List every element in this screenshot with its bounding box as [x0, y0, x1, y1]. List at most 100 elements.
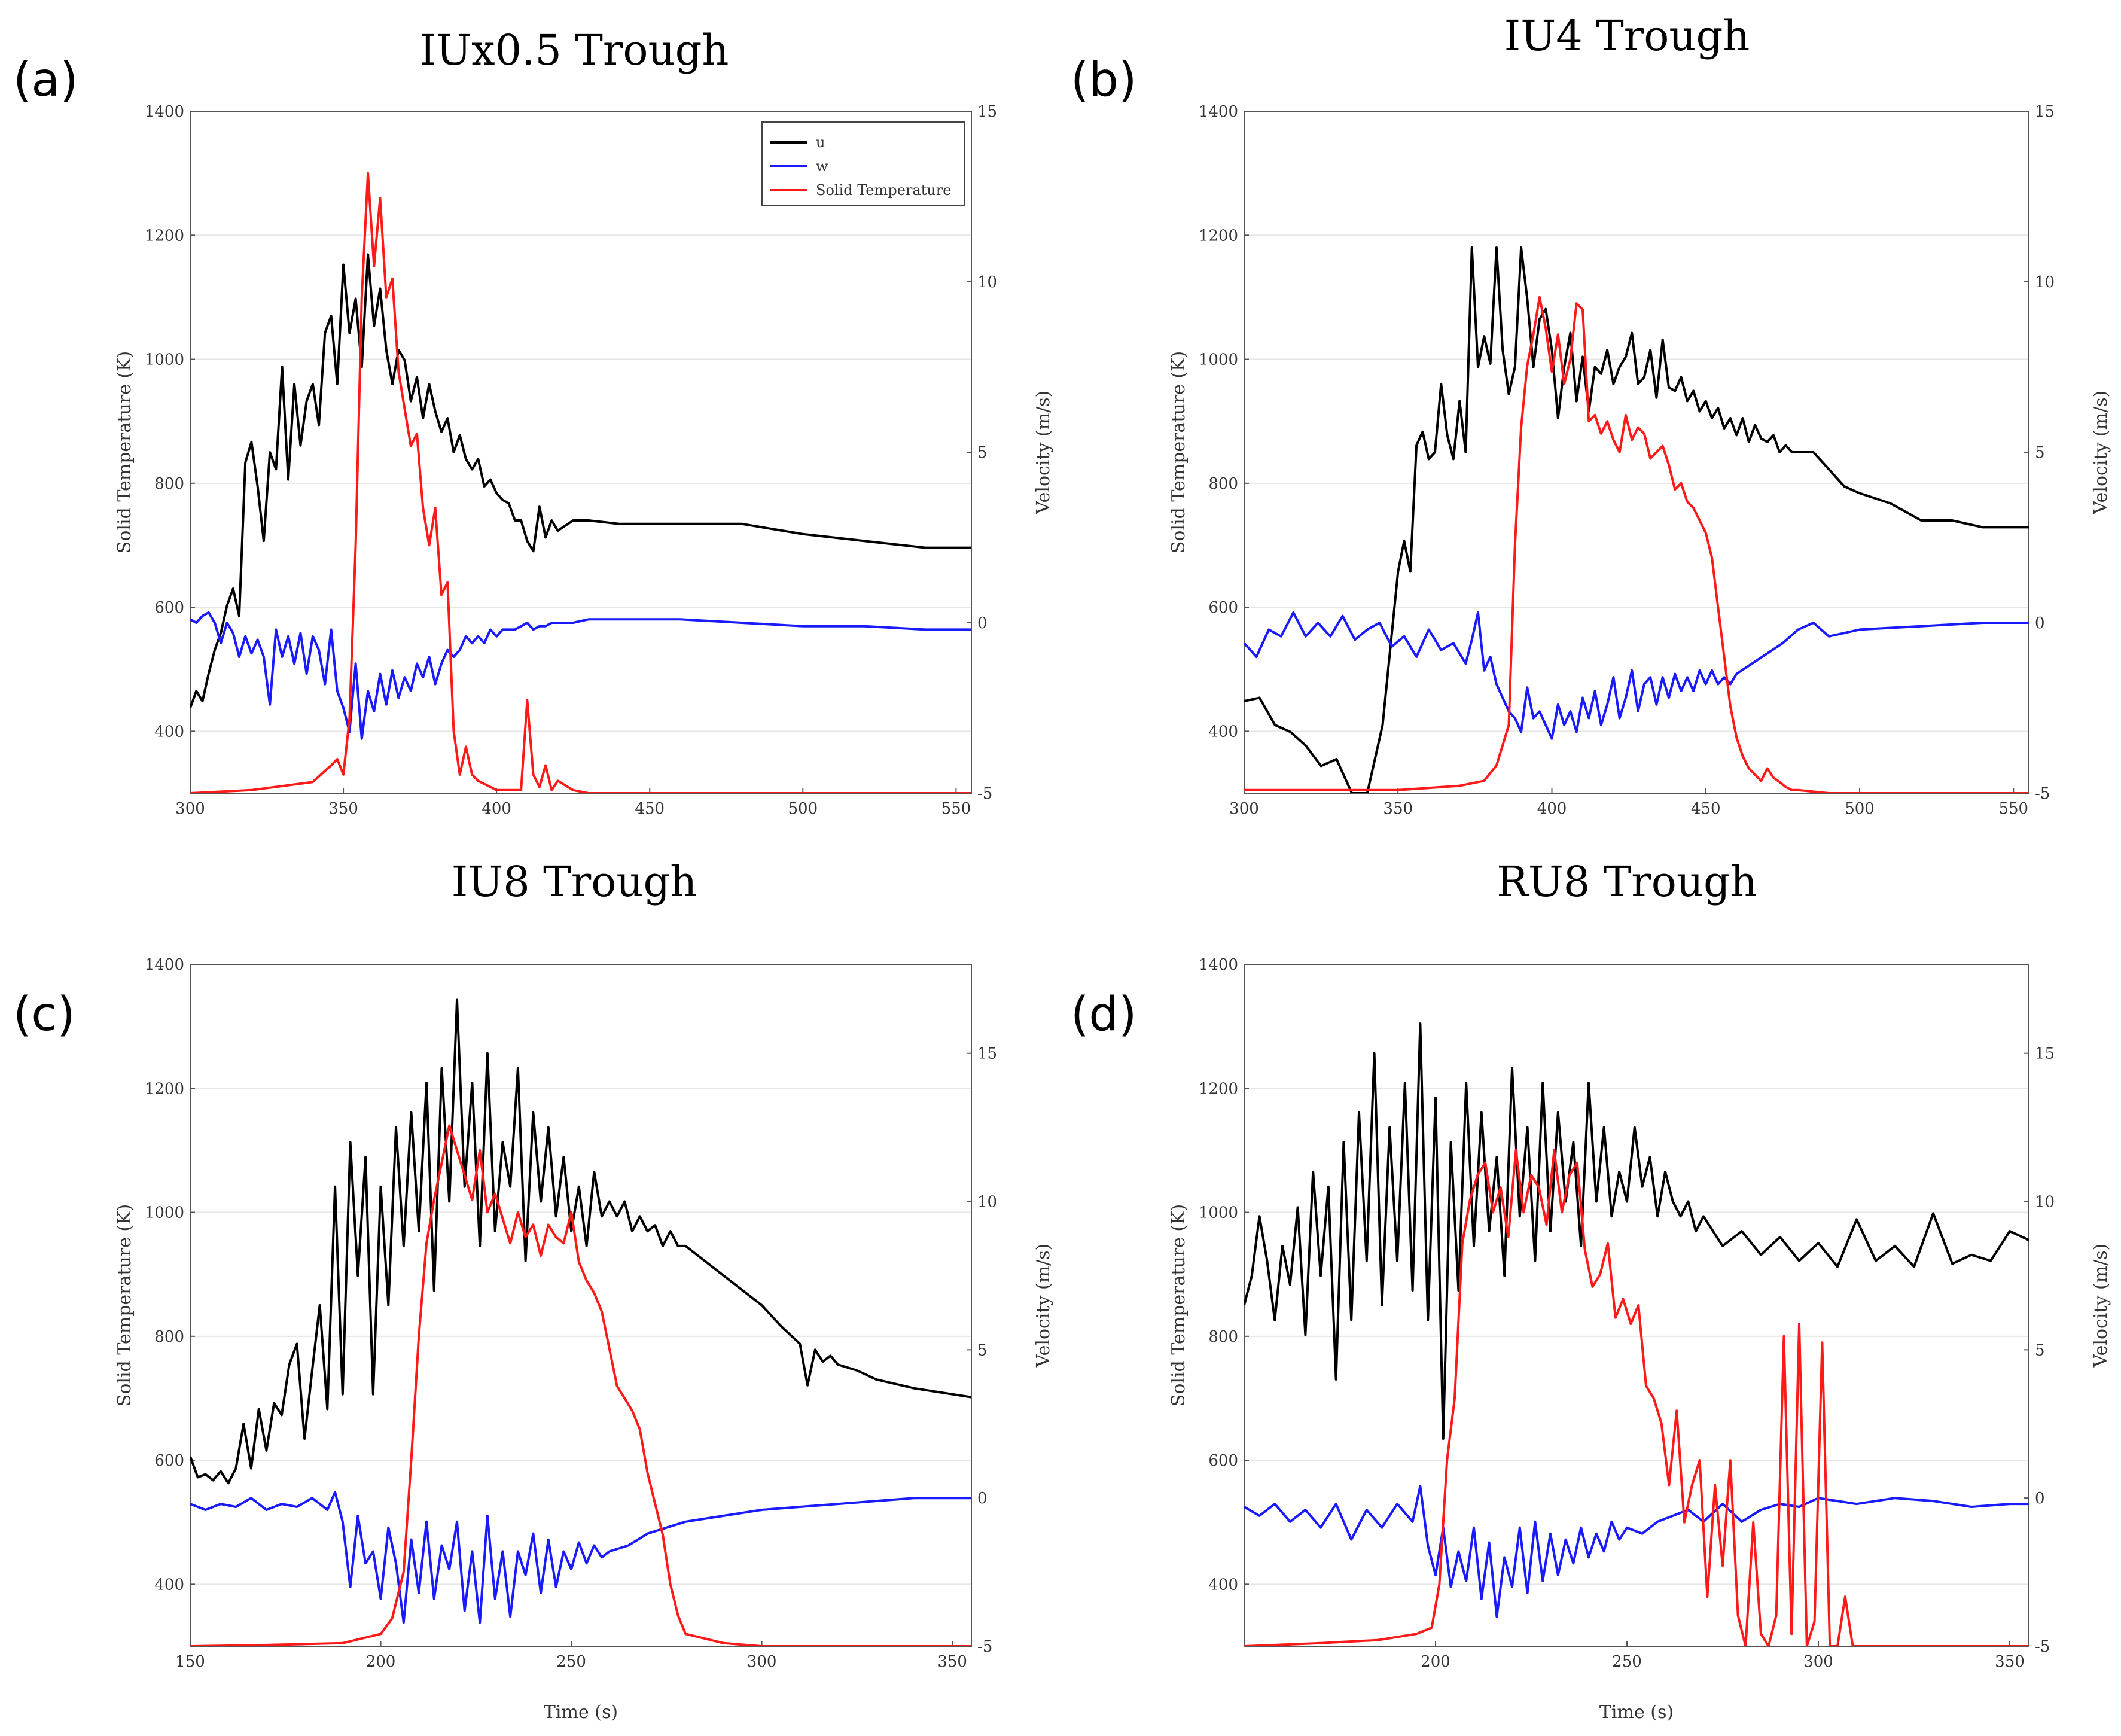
series-line-u — [190, 998, 971, 1485]
series-group — [1244, 246, 2029, 793]
y-right-axis-label: Velocity (m/s) — [1033, 391, 1054, 515]
x-tick-label: 200 — [1421, 1653, 1450, 1671]
series-group — [190, 998, 971, 1646]
y-left-tick-label: 400 — [154, 723, 184, 741]
x-tick-label: 500 — [1845, 800, 1875, 818]
series-line-w — [190, 1491, 971, 1624]
y-left-tick-label: 600 — [154, 1452, 184, 1470]
x-tick-label: 300 — [1229, 800, 1259, 818]
y-left-tick-label: 1400 — [1199, 956, 1238, 974]
chart-title: IU8 Trough — [452, 857, 697, 906]
x-tick-label: 200 — [366, 1653, 396, 1671]
y-right-tick-label: 15 — [977, 103, 997, 121]
x-tick-label: 400 — [482, 800, 511, 818]
plot-frame — [190, 964, 972, 1647]
plot-frame — [190, 111, 972, 794]
y-left-tick-label: 800 — [1208, 1328, 1238, 1346]
y-left-tick-label: 800 — [154, 1328, 184, 1346]
y-left-axis-label: Solid Temperature (K) — [1168, 1204, 1189, 1406]
panel-a: 400 600 800 1000 1200 1400 -5 0 5 10 15 300 350 400 45… — [13, 26, 1054, 818]
y-left-tick-label: 1200 — [1199, 227, 1238, 245]
legend-entry: u — [816, 134, 825, 151]
panel-d: 400 600 800 1000 1200 1400 -5 0 5 10 15 200 250 300 35… — [1071, 857, 2111, 1723]
y-left-tick-label: 1400 — [1199, 103, 1238, 121]
y-left-tick-label: 400 — [1208, 1576, 1238, 1594]
x-axis-label: Time (s) — [544, 1702, 618, 1723]
y-right-axis-label: Velocity (m/s) — [1033, 1244, 1054, 1368]
chart-title: RU8 Trough — [1497, 857, 1757, 906]
x-tick-label: 350 — [937, 1653, 967, 1671]
series-line-solid-temperature — [1244, 296, 2029, 793]
y-left-tick-label: 600 — [154, 599, 184, 617]
legend-entry: Solid Temperature — [816, 182, 951, 199]
y-right-tick-label: 15 — [977, 1045, 997, 1063]
panel-b: 400 600 800 1000 1200 1400 -5 0 5 10 15 300 350 400 45… — [1071, 11, 2111, 818]
x-tick-label: 550 — [1998, 800, 2028, 818]
y-left-tick-label: 1000 — [145, 1204, 184, 1222]
x-axis-label: Time (s) — [1599, 1702, 1674, 1723]
series-line-u — [190, 253, 971, 709]
y-left-tick-label: 1400 — [145, 103, 184, 121]
x-tick-label: 350 — [1995, 1653, 2025, 1671]
x-tick-label: 400 — [1537, 800, 1567, 818]
y-right-tick-label: -5 — [2035, 1638, 2050, 1656]
legend-entry: w — [816, 158, 828, 175]
x-tick-label: 300 — [175, 800, 205, 818]
y-right-tick-label: 5 — [977, 444, 988, 462]
y-right-tick-label: 10 — [2035, 273, 2055, 291]
series-line-w — [1244, 1485, 2029, 1618]
x-tick-label: 450 — [635, 800, 665, 818]
y-right-tick-label: 10 — [2035, 1193, 2055, 1211]
series-line-solid-temperature — [190, 172, 971, 793]
series-line-solid-temperature — [190, 1124, 971, 1646]
chart-title: IUx0.5 Trough — [420, 26, 729, 75]
y-left-tick-label: 800 — [154, 475, 184, 493]
x-tick-label: 450 — [1691, 800, 1721, 818]
plot-frame — [1244, 964, 2029, 1647]
y-right-tick-label: 5 — [2035, 444, 2045, 462]
x-tick-label: 250 — [556, 1653, 586, 1671]
y-left-tick-label: 1200 — [1199, 1080, 1238, 1098]
x-tick-label: 250 — [1612, 1653, 1642, 1671]
y-right-tick-label: -5 — [977, 1638, 992, 1656]
plot-frame — [1244, 111, 2029, 794]
y-left-tick-label: 400 — [154, 1576, 184, 1594]
y-right-tick-label: -5 — [2035, 785, 2050, 803]
y-right-tick-label: 15 — [2035, 1045, 2055, 1063]
y-right-tick-label: 15 — [2035, 103, 2055, 121]
y-left-axis-label: Solid Temperature (K) — [114, 351, 135, 553]
y-right-axis-label: Velocity (m/s) — [2090, 391, 2111, 515]
y-right-tick-label: 0 — [977, 614, 988, 632]
y-left-axis-label: Solid Temperature (K) — [114, 1204, 135, 1406]
panel-label: (a) — [13, 53, 78, 107]
x-tick-label: 150 — [175, 1653, 205, 1671]
series-line-w — [1244, 611, 2029, 740]
y-left-tick-label: 1200 — [145, 1080, 184, 1098]
x-tick-label: 300 — [747, 1653, 777, 1671]
y-left-tick-label: 1000 — [1199, 1204, 1238, 1222]
y-right-tick-label: 5 — [2035, 1341, 2045, 1359]
y-right-tick-label: -5 — [977, 785, 992, 803]
series-line-solid-temperature — [1244, 1149, 2029, 1646]
panel-label: (c) — [13, 988, 75, 1041]
y-left-tick-label: 600 — [1208, 599, 1238, 617]
y-left-tick-label: 1200 — [145, 227, 184, 245]
y-right-tick-label: 0 — [2035, 614, 2045, 632]
chart-title: IU4 Trough — [1504, 11, 1750, 60]
y-right-tick-label: 10 — [977, 273, 997, 291]
series-line-u — [1244, 1022, 2029, 1440]
series-group — [1244, 1022, 2029, 1646]
y-left-tick-label: 1400 — [145, 956, 184, 974]
series-line-u — [1244, 246, 2029, 793]
y-left-axis-label: Solid Temperature (K) — [1168, 351, 1189, 553]
x-tick-label: 500 — [788, 800, 818, 818]
y-left-tick-label: 1000 — [145, 351, 184, 369]
legend-box — [761, 121, 965, 206]
x-tick-label: 350 — [328, 800, 358, 818]
y-left-tick-label: 400 — [1208, 723, 1238, 741]
y-left-tick-label: 800 — [1208, 475, 1238, 493]
y-right-tick-label: 10 — [977, 1193, 997, 1211]
x-tick-label: 300 — [1803, 1653, 1833, 1671]
series-group — [190, 172, 971, 793]
